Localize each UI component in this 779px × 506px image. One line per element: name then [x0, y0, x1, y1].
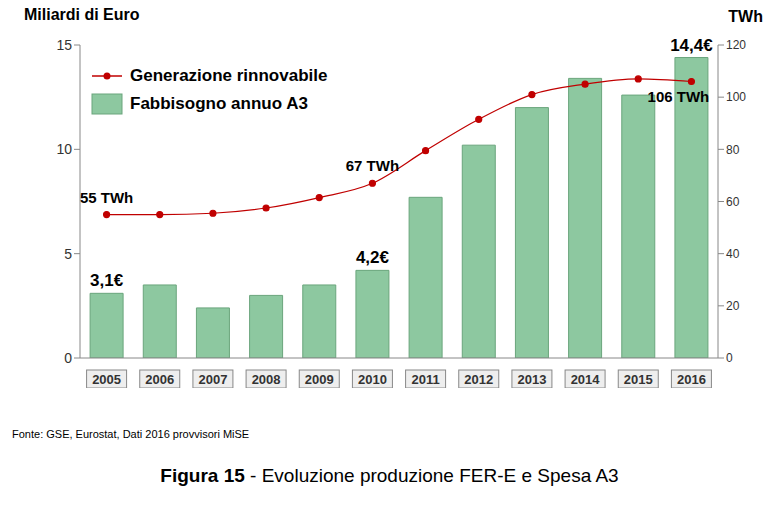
svg-text:2014: 2014: [571, 372, 601, 387]
svg-text:60: 60: [726, 195, 740, 209]
svg-text:2008: 2008: [252, 372, 281, 387]
svg-text:2009: 2009: [305, 372, 334, 387]
svg-text:2015: 2015: [624, 372, 653, 387]
html-text:Miliardi di Euro: Miliardi di Euro: [24, 6, 140, 23]
svg-text:2012: 2012: [464, 372, 493, 387]
html-text:Fonte: GSE, Eurostat, Dati 201: Fonte: GSE, Eurostat, Dati 2016 provviso…: [12, 428, 250, 440]
svg-text:100: 100: [726, 90, 746, 104]
svg-text:10: 10: [56, 141, 72, 157]
svg-text:3,1€: 3,1€: [90, 271, 124, 290]
html-text:TWh: TWh: [728, 8, 763, 25]
svg-text:2006: 2006: [145, 372, 174, 387]
html-text:Generazione rinnovabile: Generazione rinnovabile: [130, 66, 328, 85]
svg-text:20: 20: [726, 299, 740, 313]
svg-text:106 TWh: 106 TWh: [648, 88, 710, 105]
svg-text:2010: 2010: [358, 372, 387, 387]
svg-text:0: 0: [726, 351, 733, 365]
svg-text:2013: 2013: [517, 372, 546, 387]
svg-text:80: 80: [726, 143, 740, 157]
svg-text:14,4€: 14,4€: [670, 36, 713, 55]
svg-text:15: 15: [56, 37, 72, 53]
svg-text:5: 5: [64, 246, 72, 262]
svg-text:40: 40: [726, 247, 740, 261]
svg-text:2007: 2007: [198, 372, 227, 387]
svg-text:2016: 2016: [677, 372, 706, 387]
html-text:Fabbisogno annuo A3: Fabbisogno annuo A3: [130, 94, 308, 113]
svg-text:4,2€: 4,2€: [356, 248, 390, 267]
svg-text:55 TWh: 55 TWh: [80, 189, 133, 206]
svg-text:67 TWh: 67 TWh: [346, 157, 399, 174]
svg-text:2005: 2005: [92, 372, 121, 387]
svg-text:0: 0: [64, 350, 72, 366]
svg-text:120: 120: [726, 38, 746, 52]
html-text:Figura 15 - Evoluzione produzi: Figura 15 - Evoluzione produzione FER-E …: [160, 465, 619, 486]
svg-text:2011: 2011: [411, 372, 439, 387]
